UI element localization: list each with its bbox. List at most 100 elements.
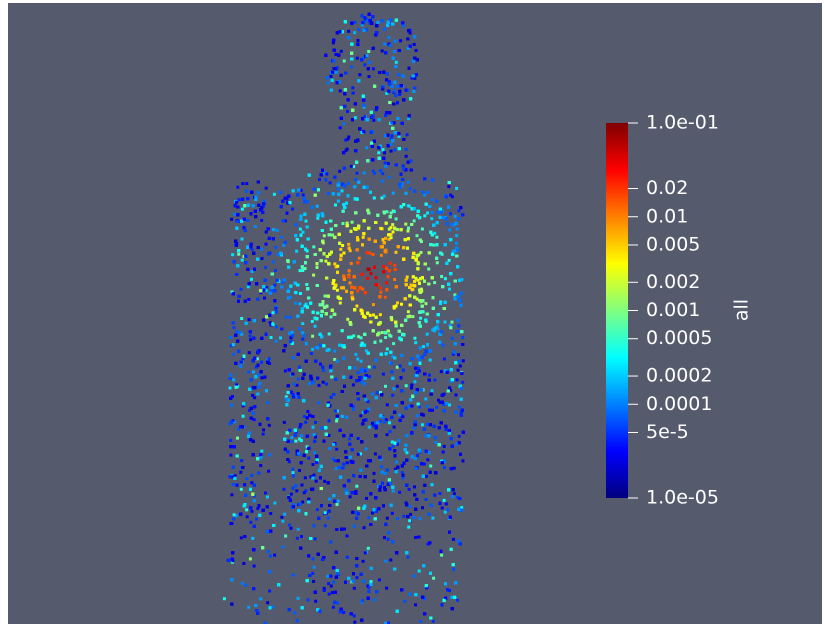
point [336,289,339,292]
point [272,228,275,231]
point [304,421,307,424]
point [363,526,366,529]
point [247,371,250,374]
point [251,248,254,251]
point [451,337,454,340]
point [335,420,338,423]
point [267,550,270,553]
point [313,451,316,454]
point [432,577,435,580]
point [253,565,256,568]
point [249,338,252,341]
point [445,502,448,505]
point [378,578,381,581]
point [347,182,350,185]
point [358,73,361,76]
point [246,219,249,222]
point [356,172,359,175]
point [253,418,256,421]
point [372,119,375,122]
point [242,562,245,565]
point [381,331,384,334]
point [413,485,416,488]
point [353,614,356,617]
point [379,313,382,316]
point [346,148,349,151]
point [295,250,298,253]
point [290,493,293,496]
point [391,394,394,397]
point [249,557,252,560]
point [424,398,427,401]
point [322,369,325,372]
point [334,204,337,207]
point [247,298,250,301]
point [416,234,419,237]
point [350,65,353,68]
point [297,597,300,600]
point [385,587,388,590]
point [368,366,371,369]
point [456,319,459,322]
point [330,315,333,318]
point [272,260,275,263]
point [458,406,461,409]
point [274,246,277,249]
point [367,547,370,550]
point [241,182,244,185]
point [413,380,416,383]
point [311,557,314,560]
point [432,620,435,623]
point [311,572,314,575]
point [377,151,380,154]
point [338,170,341,173]
point [273,554,276,557]
point [332,41,335,44]
point [324,260,327,263]
point [244,584,247,587]
point [390,236,393,239]
point [355,576,358,579]
point [395,217,398,220]
point [392,490,395,493]
point [291,468,294,471]
point [271,605,274,608]
point [408,488,411,491]
point [298,396,301,399]
point [461,381,464,384]
point [386,348,389,351]
point [268,357,271,360]
point [307,598,310,601]
point [357,453,360,456]
point [407,117,410,120]
point [263,200,266,203]
point [288,524,291,527]
point [284,369,287,372]
point [296,537,299,540]
point [389,226,392,229]
page: 1.0e-010.020.010.0050.0020.0010.00050.00… [0,0,825,624]
point [388,421,391,424]
point [281,545,284,548]
point [335,467,338,470]
point [223,597,226,600]
point [448,386,451,389]
point [267,470,270,473]
point [399,186,402,189]
point [328,333,331,336]
point [340,50,343,53]
point [425,302,428,305]
point [312,245,315,248]
point [354,178,357,181]
point [290,527,293,530]
point [431,211,434,214]
point [327,582,330,585]
point [446,508,449,511]
point [413,280,416,283]
point [232,378,235,381]
point [317,401,320,404]
point [245,477,248,480]
point [367,516,370,519]
point [351,86,354,89]
point [301,338,304,341]
